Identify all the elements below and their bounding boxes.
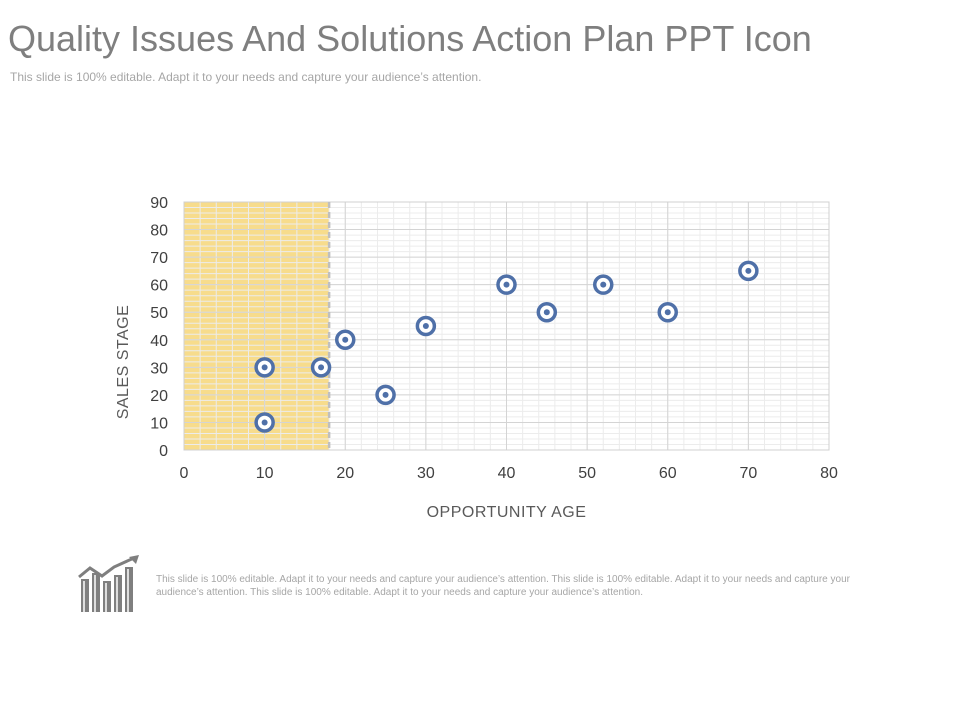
data-point-dot [261, 419, 268, 426]
page-subtitle: This slide is 100% editable. Adapt it to… [10, 70, 482, 84]
data-point-dot [422, 323, 429, 329]
y-tick-label: 50 [150, 305, 168, 322]
data-point [536, 301, 558, 323]
data-point-dot [503, 281, 510, 288]
y-tick-label: 70 [150, 250, 168, 267]
data-point-dot [543, 309, 550, 316]
y-tick-label: 30 [150, 360, 168, 377]
x-tick-label: 60 [659, 465, 677, 482]
data-point-dot [600, 281, 607, 288]
x-tick-label: 30 [417, 465, 435, 482]
y-tick-label: 80 [150, 223, 168, 240]
data-point-dot [745, 267, 752, 274]
x-tick-label: 20 [336, 465, 354, 482]
y-tick-label: 90 [150, 195, 168, 212]
y-tick-label: 60 [150, 278, 168, 295]
y-tick-label: 40 [150, 333, 168, 350]
x-tick-label: 70 [739, 465, 757, 482]
data-point [375, 384, 396, 406]
data-point [254, 412, 275, 433]
data-point-dot [342, 336, 349, 343]
data-point-dot [318, 364, 325, 371]
data-point [593, 274, 614, 295]
data-point [254, 357, 275, 378]
data-point-dot [261, 364, 268, 371]
growth-chart-icon [78, 555, 140, 613]
x-tick-label: 50 [578, 465, 596, 482]
data-point [657, 301, 678, 323]
y-axis-label: SALES STAGE [115, 305, 132, 420]
x-tick-label: 10 [256, 465, 274, 482]
highlight-region [184, 202, 330, 450]
data-point-dot [382, 391, 389, 398]
x-tick-label: 80 [820, 465, 838, 482]
x-axis-label: OPPORTUNITY AGE [427, 504, 587, 521]
y-tick-label: 20 [150, 388, 168, 405]
page-title: Quality Issues And Solutions Action Plan… [8, 18, 812, 59]
data-point [415, 315, 437, 337]
footer-text: This slide is 100% editable. Adapt it to… [156, 574, 850, 598]
x-tick-label: 40 [498, 465, 516, 482]
data-point [335, 329, 356, 351]
data-point [738, 260, 759, 282]
y-tick-label: 10 [150, 415, 168, 432]
data-point [496, 274, 517, 295]
plot-border [183, 201, 830, 451]
x-tick-label: 0 [180, 465, 189, 482]
data-point-dot [664, 309, 671, 316]
data-point [310, 357, 332, 378]
y-tick-label: 0 [159, 443, 168, 460]
